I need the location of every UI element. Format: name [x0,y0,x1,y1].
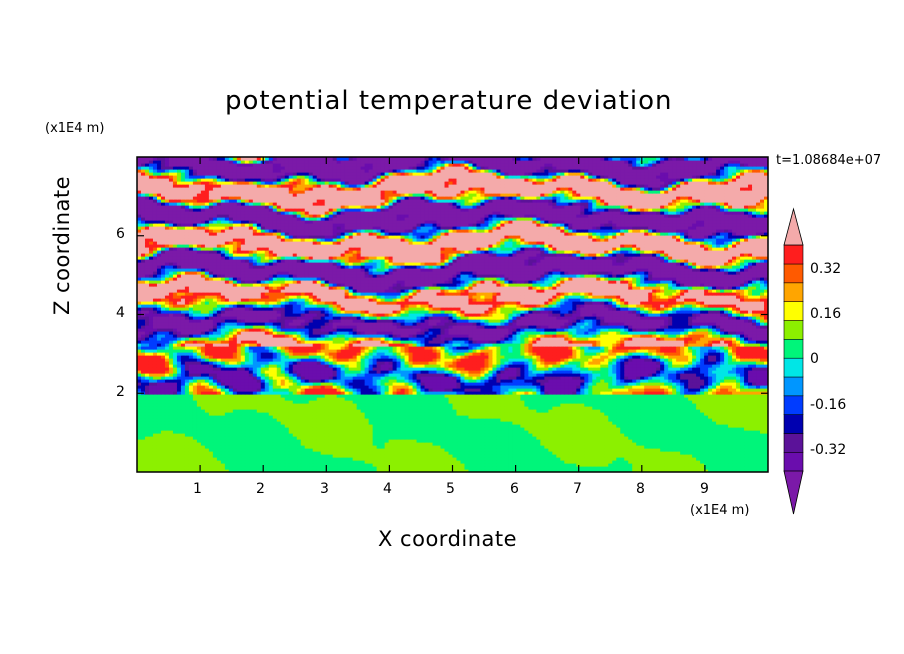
contour-field [137,157,769,473]
